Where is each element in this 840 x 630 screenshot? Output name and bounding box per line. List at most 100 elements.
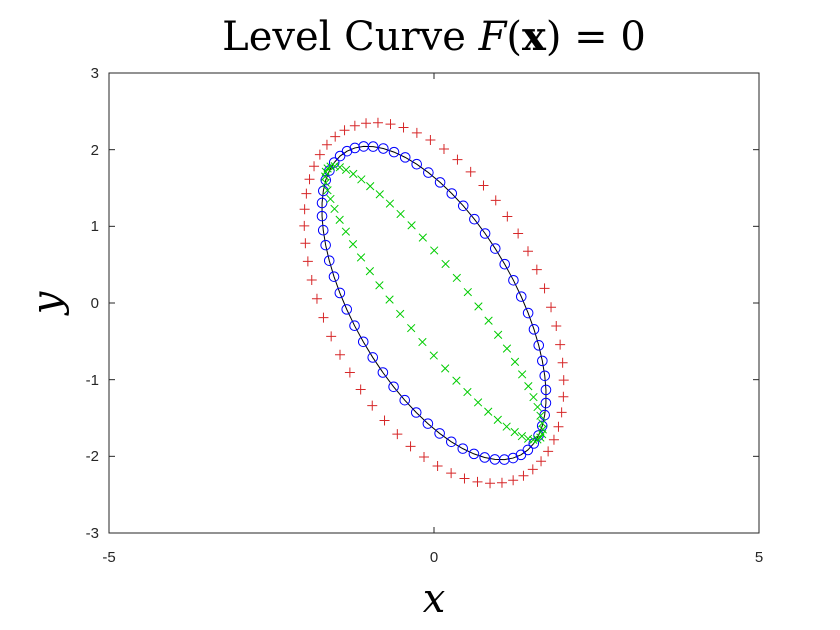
plus-marker: [513, 228, 524, 239]
plus-marker: [553, 421, 564, 432]
x-marker: [529, 392, 538, 402]
x-marker: [429, 351, 438, 360]
circle-marker: [320, 239, 331, 251]
plus-marker: [543, 446, 554, 457]
plus-marker: [385, 119, 396, 130]
circle-marker: [388, 146, 400, 158]
plus-marker: [551, 321, 562, 332]
x-marker: [396, 309, 405, 319]
y-tick-label-0: 0: [91, 295, 99, 312]
x-marker: [452, 376, 461, 385]
circle-marker: [349, 320, 360, 332]
circle-marker: [522, 307, 534, 319]
x-marker: [385, 199, 395, 208]
circle-marker: [341, 145, 353, 157]
y-tick-label-2: 2: [91, 142, 99, 159]
plus-marker: [432, 460, 443, 471]
series-layer: [299, 117, 569, 489]
circle-marker: [377, 367, 389, 378]
plus-marker: [302, 256, 313, 267]
x-marker: [396, 209, 405, 219]
y-tick-label-neg2: -2: [86, 448, 99, 465]
circle-marker: [479, 228, 491, 239]
circle-marker: [540, 384, 552, 396]
plus-marker: [318, 312, 329, 323]
plus-marker: [539, 283, 550, 294]
plus-marker: [438, 143, 449, 154]
plus-marker: [349, 120, 360, 131]
plus-marker: [339, 125, 350, 136]
plus-marker: [536, 456, 547, 467]
circle-marker: [399, 394, 411, 406]
plus-marker: [326, 331, 337, 342]
plus-marker: [419, 452, 430, 463]
x-marker: [493, 415, 502, 424]
axis-ticks: [108, 72, 760, 534]
circle-marker: [434, 177, 446, 188]
plus-marker: [555, 339, 566, 350]
plus-marker: [321, 139, 332, 150]
circle-marker: [357, 336, 369, 348]
circle-marker: [468, 448, 480, 460]
y-axis-label: y: [24, 290, 70, 316]
circle-marker: [457, 443, 469, 454]
plus-marker: [446, 468, 457, 479]
plus-marker: [306, 274, 317, 285]
x-marker: [356, 253, 366, 262]
x-marker: [348, 240, 358, 249]
circle-marker: [539, 370, 551, 382]
circle-marker: [388, 381, 399, 393]
plus-marker: [478, 180, 489, 191]
x-marker: [330, 204, 339, 214]
circle-marker: [423, 167, 434, 178]
plus-marker: [379, 415, 390, 426]
axes-box: [108, 72, 760, 534]
circle-marker: [411, 158, 423, 170]
x-tick-label-5: 5: [755, 549, 763, 566]
tick-labels: -5 0 5 3 2 1 0 -1 -2 -3: [86, 65, 764, 566]
x-marker: [341, 165, 351, 175]
x-marker: [349, 169, 358, 179]
circle-marker: [528, 324, 540, 335]
circle-marker: [499, 454, 510, 465]
circle-marker: [320, 174, 332, 186]
x-marker: [365, 267, 375, 276]
x-marker: [407, 221, 416, 230]
plus-marker: [361, 118, 372, 129]
x-marker: [418, 233, 427, 242]
plus-marker: [557, 357, 568, 368]
plus-marker: [485, 478, 496, 489]
plus-marker: [502, 211, 513, 222]
circle-marker: [536, 420, 548, 432]
x-marker: [533, 435, 542, 444]
circle-marker: [367, 352, 379, 363]
circle-marker: [457, 200, 469, 212]
circle-marker: [528, 438, 540, 449]
circle-marker: [334, 287, 346, 299]
x-marker: [366, 182, 375, 191]
x-marker: [341, 227, 351, 236]
circle-marker: [515, 449, 527, 461]
series-3: [321, 162, 547, 444]
x-marker: [452, 273, 461, 283]
x-marker: [326, 194, 335, 204]
circle-marker: [515, 291, 527, 302]
circle-marker: [378, 143, 389, 154]
circle-marker: [410, 407, 422, 418]
x-marker: [533, 402, 542, 412]
plus-marker: [508, 475, 519, 486]
plus-marker: [558, 391, 569, 402]
y-tick-label-1: 1: [91, 218, 99, 235]
circle-marker: [434, 428, 445, 439]
chart-title: Level Curve F(x) = 0: [222, 13, 646, 60]
x-marker: [510, 427, 519, 437]
plus-marker: [522, 246, 533, 257]
plus-marker: [309, 161, 320, 172]
plus-marker: [314, 149, 325, 160]
x-marker: [375, 281, 384, 290]
plus-marker: [392, 429, 403, 440]
x-marker: [357, 175, 366, 184]
plus-marker: [311, 293, 322, 304]
x-marker: [484, 407, 493, 416]
